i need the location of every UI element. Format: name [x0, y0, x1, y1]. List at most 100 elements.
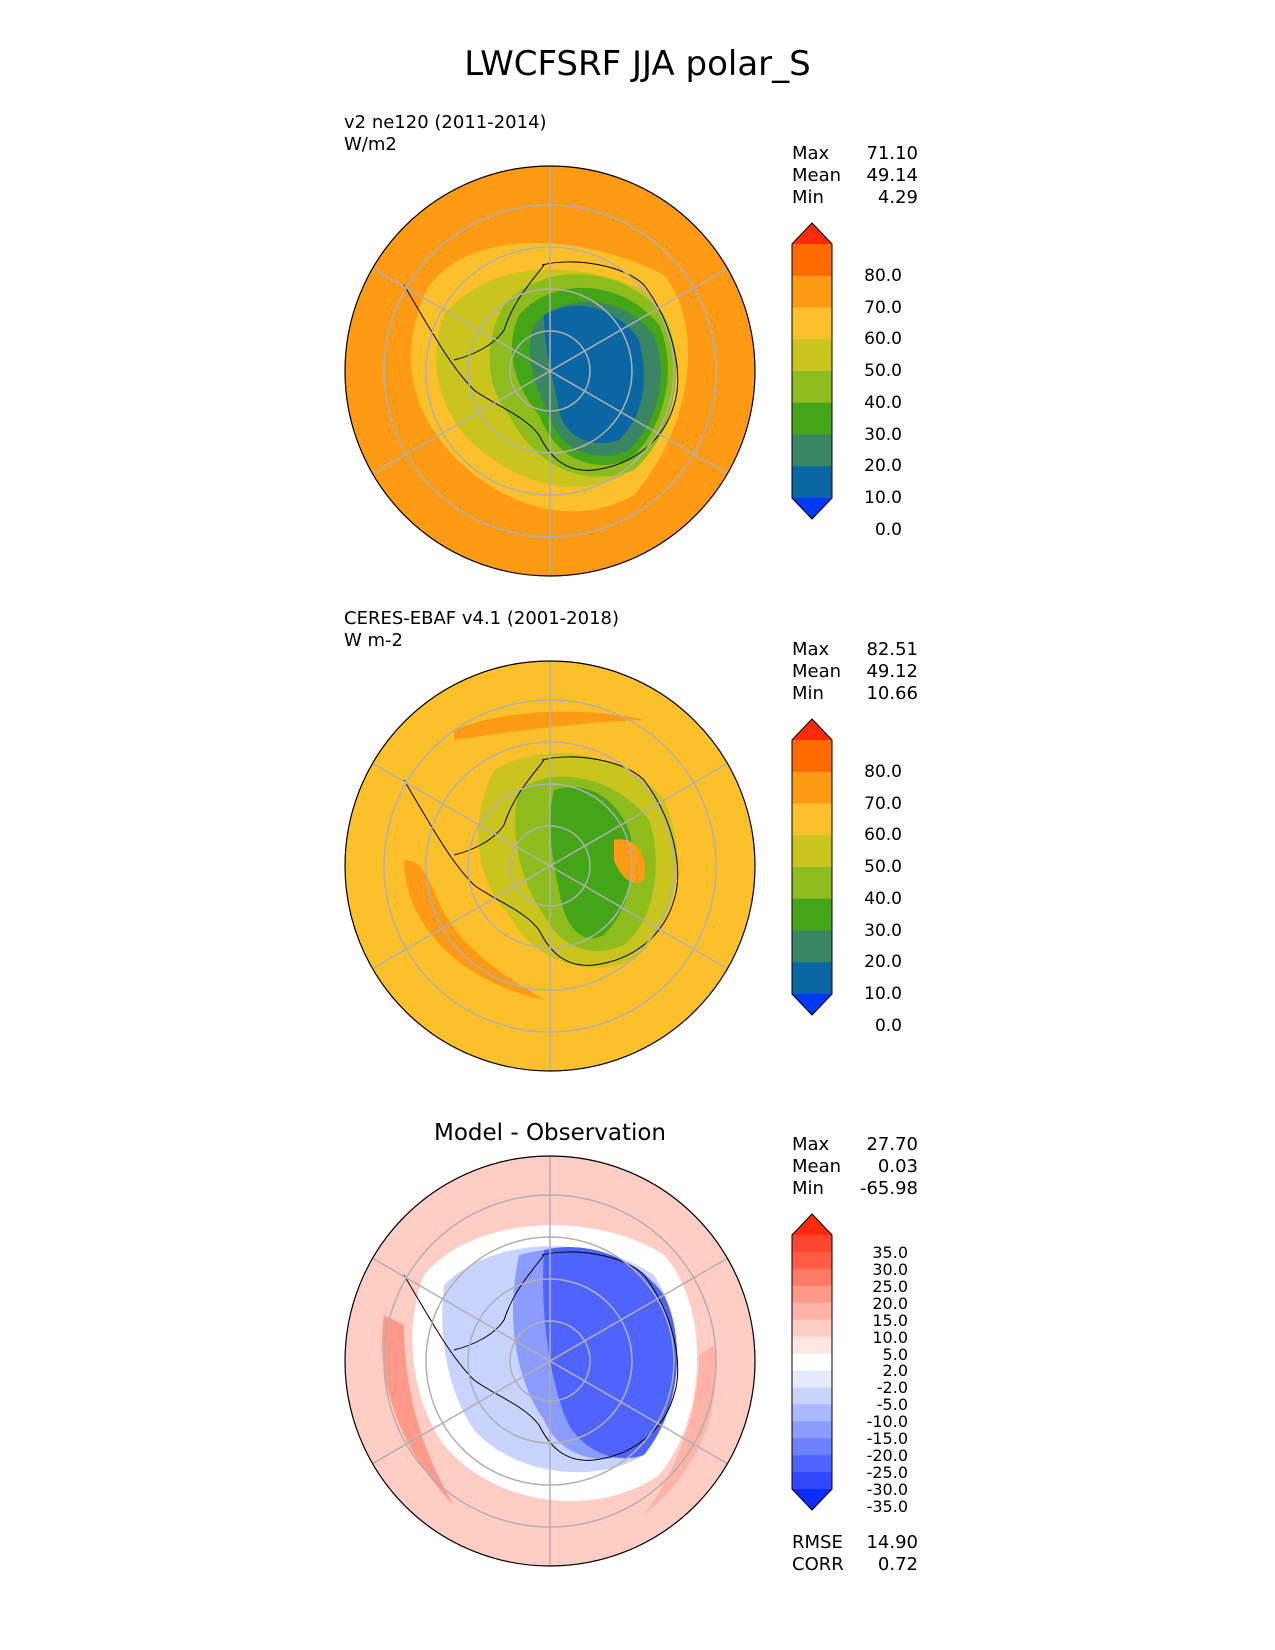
stat-value: 10.66: [866, 683, 918, 704]
map3-border: [344, 1155, 756, 1567]
colorbar-tick-label: 10.0: [872, 1327, 908, 1347]
panel-1-stats: Max 71.10 Mean 49.14 Min 4.29: [792, 143, 918, 209]
stat-label: Min: [792, 683, 824, 704]
colorbar-segment: [792, 244, 832, 277]
stat-value: 82.51: [866, 639, 918, 660]
metric-label: RMSE: [792, 1532, 843, 1553]
colorbar-tick-label: 2.0: [882, 1361, 908, 1381]
colorbar-tick-label: 80.0: [864, 265, 902, 286]
colorbar-segment: [792, 1302, 832, 1321]
map3-red-right: [644, 1345, 716, 1515]
colorbar-tick-label: -2.0: [876, 1378, 908, 1398]
colorbar-tick-label: 70.0: [864, 793, 902, 814]
stat-label: Mean: [792, 661, 842, 682]
colorbar-extend-min: [792, 994, 832, 1015]
metric-label: CORR: [792, 1554, 844, 1575]
colorbar-tick-label: 25.0: [872, 1276, 908, 1296]
colorbar-tick-label: 5.0: [882, 1344, 908, 1364]
map3-blue-dark: [543, 1247, 678, 1459]
map2-orange-patch: [614, 839, 645, 884]
colorbar-tick-label: 10.0: [864, 984, 902, 1004]
stat-value: 71.10: [866, 143, 918, 164]
map1-border: [344, 165, 756, 577]
colorbar-tick-label: 15.0: [872, 1310, 908, 1330]
map2-orange-arc-top: [454, 711, 644, 740]
colorbar-tick-label: 0.0: [874, 1015, 902, 1036]
colorbar-segment: [792, 1387, 832, 1405]
colorbar-outline: [791, 718, 833, 1016]
colorbar-extend-min: [792, 498, 832, 519]
map2-border: [344, 660, 756, 1072]
colorbar-tick-label: -25.0: [866, 1463, 908, 1483]
panel-2-colorbar: [791, 718, 833, 1016]
panel-3-colorbar-labels: 35.0 30.0 25.0 20.0 15.0 10.0 5.0 2.0 -2.0 -5.0 -1…: [838, 1213, 908, 1514]
panel-2-stats: Max 82.51 Mean 49.12 Min 10.66: [792, 639, 918, 705]
colorbar-tick-label: 60.0: [864, 329, 902, 350]
stat-value: 27.70: [866, 1134, 918, 1155]
colorbar-segment: [792, 1472, 832, 1490]
colorbar-segment: [792, 1353, 832, 1371]
metric-value: 14.90: [866, 1532, 918, 1553]
stat-label: Max: [792, 639, 830, 660]
colorbar-segment: [792, 962, 832, 995]
map3-graticule: [371, 1156, 729, 1566]
colorbar-segment: [792, 1404, 832, 1422]
colorbar-tick-label: -10.0: [866, 1412, 908, 1432]
panel-2-map: [344, 660, 756, 1072]
map1-ice-0: [544, 305, 644, 444]
colorbar-tick-label: -5.0: [876, 1395, 908, 1415]
colorbar-segment: [792, 1235, 832, 1253]
stat-label: Max: [792, 1134, 830, 1155]
colorbar-segment: [792, 1336, 832, 1355]
stat-value: 4.29: [877, 187, 918, 208]
colorbar-tick-label: 0.0: [874, 519, 902, 540]
colorbar-segment: [792, 307, 832, 340]
colorbar-tick-label: 50.0: [864, 361, 902, 381]
metric-value: 0.72: [877, 1554, 918, 1575]
panel-1-units: W/m2: [344, 134, 397, 155]
colorbar-segment: [792, 867, 832, 900]
colorbar-tick-label: 40.0: [864, 888, 902, 909]
colorbar-outline: [791, 1213, 833, 1511]
map2-graticule: [371, 661, 729, 1071]
panel-1-map: [344, 165, 756, 577]
colorbar-tick-label: 50.0: [864, 857, 902, 877]
stat-label: Max: [792, 143, 830, 164]
colorbar-extend-max: [792, 719, 832, 740]
colorbar-tick-label: 20.0: [864, 456, 902, 477]
colorbar-tick-label: 30.0: [864, 920, 902, 941]
colorbar-tick-label: 30.0: [872, 1259, 908, 1279]
stat-value: 49.14: [866, 165, 918, 186]
stat-label: Min: [792, 187, 824, 208]
stat-value: 0.03: [877, 1156, 918, 1177]
map2-orange-arc: [404, 860, 544, 1000]
colorbar-tick-label: 20.0: [864, 952, 902, 973]
map1-coastline: [403, 261, 679, 471]
figure-title: LWCFSRF JJA polar_S: [464, 44, 811, 84]
colorbar-segment: [792, 339, 832, 372]
map2-coastline: [403, 756, 679, 966]
colorbar-segment: [792, 1421, 832, 1439]
colorbar-tick-label: 35.0: [872, 1242, 908, 1262]
colorbar-extend-max: [792, 1214, 832, 1235]
colorbar-outline: [791, 222, 833, 520]
colorbar-tick-label: 20.0: [872, 1293, 908, 1313]
panel-2-colorbar-labels: 80.0 70.0 60.0 50.0 40.0 30.0 20.0 10.0 0.0: [842, 718, 902, 1034]
stat-label: Mean: [792, 1156, 842, 1177]
colorbar-segment: [792, 1319, 832, 1338]
panel-3-metrics: RMSE 14.90 CORR 0.72: [792, 1532, 918, 1576]
colorbar-segment: [792, 1251, 832, 1270]
stat-label: Mean: [792, 165, 842, 186]
colorbar-tick-label: -15.0: [866, 1429, 908, 1449]
colorbar-tick-label: -30.0: [866, 1480, 908, 1499]
panel-2-name: CERES-EBAF v4.1 (2001-2018): [344, 608, 620, 629]
colorbar-segment: [792, 1285, 832, 1304]
colorbar-segment: [792, 835, 832, 868]
colorbar-segment: [792, 275, 832, 308]
colorbar-segment: [792, 1438, 832, 1456]
stat-value: 49.12: [866, 661, 918, 682]
colorbar-tick-label: -20.0: [866, 1446, 908, 1466]
colorbar-segment: [792, 898, 832, 931]
panel-2-units: W m-2: [344, 630, 404, 651]
map3-coastline: [403, 1251, 679, 1461]
